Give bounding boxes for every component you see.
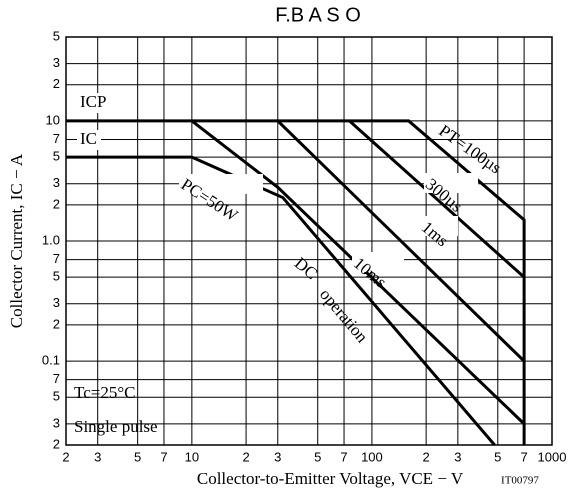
x-tick-label: 2 <box>242 449 249 464</box>
annotation: Single pulse <box>74 417 158 436</box>
y-tick-label: 3 <box>53 175 60 190</box>
y-tick-label: 7 <box>53 371 60 386</box>
x-tick-label: 3 <box>94 449 101 464</box>
label-bg <box>77 93 117 113</box>
y-tick-label: 5 <box>53 269 60 284</box>
x-tick-label: 100 <box>361 449 383 464</box>
y-tick-label: 2 <box>53 76 60 91</box>
y-tick-label: 5 <box>53 28 60 43</box>
label-bg <box>77 130 101 150</box>
label-bg <box>424 173 478 193</box>
annotation: DC <box>291 254 321 284</box>
series-label: IC <box>80 129 97 148</box>
soa-line <box>348 119 526 279</box>
x-tick-label: 2 <box>423 449 430 464</box>
series-label: ICP <box>80 92 106 111</box>
y-tick-label: 0.1 <box>42 353 60 368</box>
y-tick-label: 2 <box>53 436 60 451</box>
x-tick-label: 1000 <box>538 449 567 464</box>
y-tick-label: 10 <box>46 112 60 127</box>
x-tick-label: 7 <box>160 449 167 464</box>
soa-line <box>190 119 526 425</box>
x-tick-label: 10 <box>185 449 199 464</box>
soa-line <box>66 119 526 445</box>
y-tick-label: 5 <box>53 389 60 404</box>
annotation: Tc=25°C <box>74 383 135 402</box>
y-tick-label: 1.0 <box>42 232 60 247</box>
x-tick-label: 5 <box>134 449 141 464</box>
y-axis-label: Collector Current, IC − A <box>7 153 26 328</box>
y-tick-label: 2 <box>53 196 60 211</box>
x-axis-label: Collector-to-Emitter Voltage, VCE − V <box>197 469 464 488</box>
x-tick-label: 7 <box>340 449 347 464</box>
chart-title: F.B A S O <box>275 4 361 26</box>
label-bg <box>352 252 404 272</box>
annotation: IT00797 <box>501 475 539 487</box>
annotation: PT=100µs <box>435 121 504 177</box>
plot-frame <box>65 36 553 446</box>
x-tick-label: 3 <box>454 449 461 464</box>
soa-line <box>276 119 526 363</box>
y-tick-label: 3 <box>53 55 60 70</box>
soa-line <box>191 155 496 446</box>
y-tick-label: 7 <box>53 131 60 146</box>
y-tick-label: 3 <box>53 295 60 310</box>
y-tick-label: 2 <box>53 316 60 331</box>
y-tick-label: 5 <box>53 149 60 164</box>
x-tick-label: 5 <box>494 449 501 464</box>
y-tick-label: 7 <box>53 251 60 266</box>
label-bg <box>179 174 263 194</box>
x-tick-label: 5 <box>314 449 321 464</box>
y-tick-label: 3 <box>53 415 60 430</box>
x-tick-label: 7 <box>520 449 527 464</box>
x-tick-label: 2 <box>62 449 69 464</box>
label-bg <box>420 216 458 236</box>
x-tick-label: 3 <box>274 449 281 464</box>
